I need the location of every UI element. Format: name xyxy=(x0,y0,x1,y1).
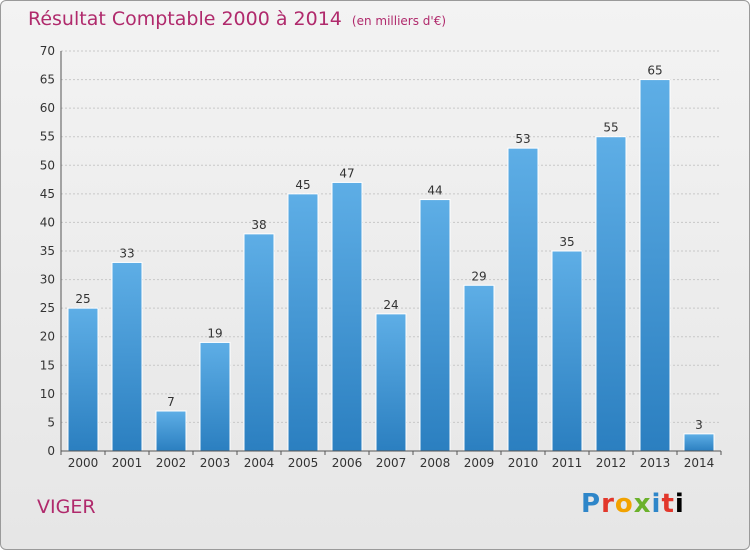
y-tick-label: 30 xyxy=(40,273,55,287)
x-tick-label: 2009 xyxy=(464,456,495,470)
x-tick-label: 2012 xyxy=(596,456,627,470)
value-label: 44 xyxy=(427,184,442,198)
x-tick-label: 2013 xyxy=(640,456,671,470)
commune-name: VIGER xyxy=(37,496,96,518)
x-tick-label: 2007 xyxy=(376,456,407,470)
y-tick-label: 60 xyxy=(40,101,55,115)
bars: 25 33 7 19 38 45 47 24 44 29 53 35 55 65 3 xyxy=(67,64,715,452)
y-tick-label: 45 xyxy=(40,187,55,201)
bar-2011 xyxy=(551,250,583,452)
bar-2012 xyxy=(595,136,627,452)
y-tick-label: 40 xyxy=(40,215,55,229)
x-tick-label: 2002 xyxy=(156,456,187,470)
bar-2009 xyxy=(463,284,495,452)
y-tick-label: 50 xyxy=(40,158,55,172)
value-label: 55 xyxy=(603,121,618,135)
value-label: 3 xyxy=(695,418,703,432)
x-tick-label: 2004 xyxy=(244,456,275,470)
value-label: 47 xyxy=(339,166,354,180)
bar-2003 xyxy=(199,341,231,452)
bar-2000 xyxy=(67,307,99,452)
x-tick-label: 2010 xyxy=(508,456,539,470)
x-tick-label: 2000 xyxy=(68,456,99,470)
value-label: 25 xyxy=(75,292,90,306)
y-tick-label: 0 xyxy=(47,444,55,458)
y-tick-label: 55 xyxy=(40,130,55,144)
value-label: 53 xyxy=(515,132,530,146)
x-tick-label: 2011 xyxy=(552,456,583,470)
bar-2005 xyxy=(287,193,319,452)
y-tick-label: 5 xyxy=(47,415,55,429)
bar-2002 xyxy=(155,410,187,452)
bar-2013 xyxy=(639,79,671,452)
y-tick-label: 35 xyxy=(40,244,55,258)
value-label: 38 xyxy=(251,218,266,232)
y-tick-label: 20 xyxy=(40,330,55,344)
x-tick-label: 2008 xyxy=(420,456,451,470)
value-label: 65 xyxy=(647,64,662,78)
bar-2001 xyxy=(111,261,143,452)
bar-2010 xyxy=(507,147,539,452)
value-label: 35 xyxy=(559,235,574,249)
bar-2006 xyxy=(331,181,363,452)
bar-2004 xyxy=(243,233,275,452)
title-unit: (en milliers d'€) xyxy=(351,14,447,28)
axes: 0 5 10 15 20 25 30 35 40 45 50 55 60 65 70 2000 2001 2002… xyxy=(40,44,722,470)
bar-2007 xyxy=(375,313,407,452)
bar-2014 xyxy=(683,433,715,452)
bar-2008 xyxy=(419,199,451,452)
y-tick-label: 65 xyxy=(40,73,55,87)
chart-title: Résultat Comptable 2000 à 2014 (en millie… xyxy=(28,8,446,30)
y-tick-label: 15 xyxy=(40,358,55,372)
value-label: 29 xyxy=(471,269,486,283)
value-label: 7 xyxy=(167,395,175,409)
proxiti-logo: Proxiti xyxy=(581,489,685,519)
x-tick-label: 2001 xyxy=(112,456,143,470)
y-tick-label: 10 xyxy=(40,387,55,401)
value-label: 45 xyxy=(295,178,310,192)
y-tick-label: 25 xyxy=(40,301,55,315)
x-tick-label: 2005 xyxy=(288,456,319,470)
title-text: Résultat Comptable 2000 à 2014 xyxy=(28,8,342,30)
value-label: 19 xyxy=(207,326,222,340)
x-tick-label: 2014 xyxy=(684,456,715,470)
x-tick-label: 2006 xyxy=(332,456,363,470)
x-tick-label: 2003 xyxy=(200,456,231,470)
value-label: 24 xyxy=(383,298,398,312)
y-tick-label: 70 xyxy=(40,44,55,58)
value-label: 33 xyxy=(119,246,134,260)
